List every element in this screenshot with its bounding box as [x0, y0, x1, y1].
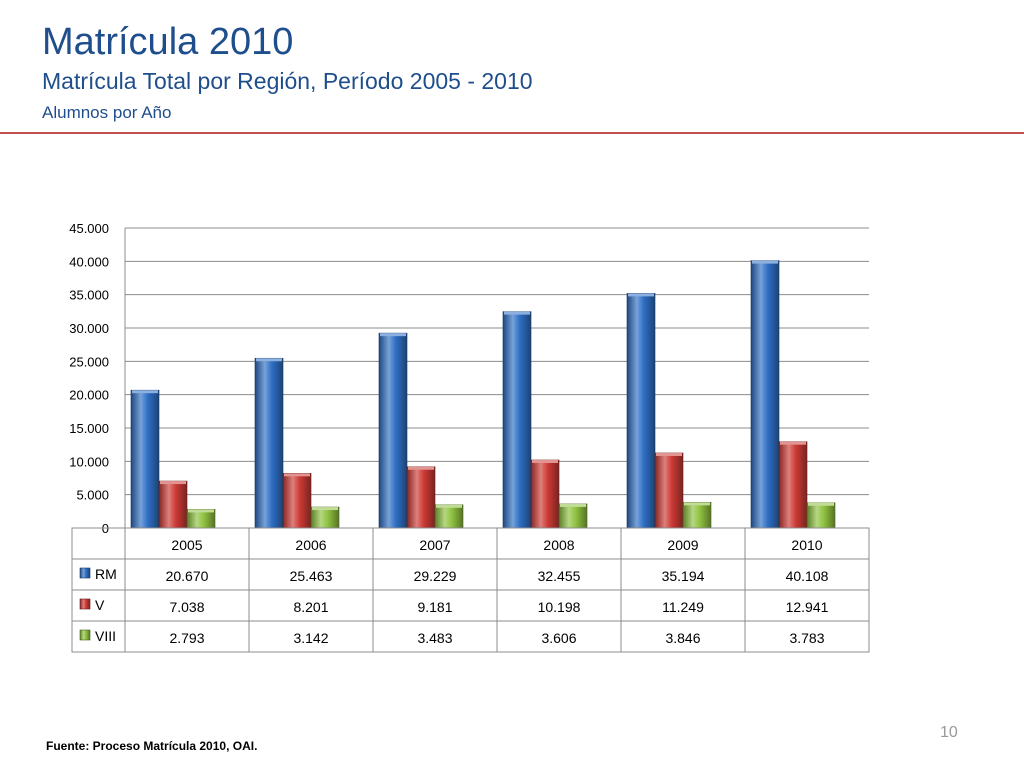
bar-cap [808, 502, 834, 506]
y-tick-label: 5.000 [76, 488, 109, 503]
x-tick-label: 2008 [543, 537, 574, 553]
bar-viii-2010 [806, 502, 836, 529]
bar-viii-2009 [682, 502, 712, 529]
bar-cap [560, 503, 586, 507]
bar-cap [284, 473, 310, 477]
bar-cap [188, 509, 214, 513]
legend-swatch-v [79, 598, 91, 610]
bar-cap [780, 441, 806, 445]
bar-v-2009 [654, 452, 684, 529]
y-tick-label: 45.000 [69, 221, 109, 236]
slide-title: Matrícula 2010 [42, 21, 294, 63]
data-label: 2.793 [169, 630, 204, 646]
data-label: 7.038 [169, 599, 204, 615]
bar-viii-2006 [310, 506, 340, 529]
bar-cap [380, 333, 406, 337]
bar-cap [532, 460, 558, 464]
bar-cap [132, 390, 158, 394]
data-label: 10.198 [538, 599, 581, 615]
data-label: 29.229 [414, 568, 457, 584]
data-label: 35.194 [662, 568, 705, 584]
y-tick-label: 20.000 [69, 388, 109, 403]
bar-v-2006 [282, 473, 312, 529]
bar-viii-2008 [558, 503, 588, 529]
bar-rm-2007 [378, 332, 408, 529]
bar-cap [656, 453, 682, 457]
data-label: 32.455 [538, 568, 581, 584]
bar-rm-2008 [502, 311, 532, 529]
bar-cap [436, 504, 462, 508]
legend-label-v: V [95, 597, 105, 613]
bar-cap [312, 507, 338, 511]
x-tick-label: 2009 [667, 537, 698, 553]
data-label: 11.249 [662, 599, 704, 615]
legend-swatch-viii [79, 629, 91, 641]
legend-label-rm: RM [95, 566, 117, 582]
legend-label-viii: VIII [95, 628, 116, 644]
bar-viii-2007 [434, 504, 464, 529]
bar-v-2005 [158, 480, 188, 529]
y-tick-label: 35.000 [69, 288, 109, 303]
bar-cap [684, 502, 710, 506]
bar-v-2008 [530, 459, 560, 529]
data-label: 25.463 [290, 568, 333, 584]
bar-v-2010 [778, 441, 808, 529]
data-label: 8.201 [293, 599, 328, 615]
data-label: 3.606 [541, 630, 576, 646]
y-tick-label: 30.000 [69, 321, 109, 336]
x-tick-label: 2010 [791, 537, 822, 553]
page-number: 10 [940, 724, 958, 741]
slide-subtitle-units: Alumnos por Año [42, 103, 172, 122]
bar-cap [628, 293, 654, 297]
bar-cap [408, 466, 434, 470]
bar-cap [256, 358, 282, 362]
title-divider [0, 132, 1024, 134]
bar-rm-2005 [130, 389, 160, 529]
y-tick-label: 40.000 [69, 254, 109, 269]
slide-subtitle: Matrícula Total por Región, Período 2005… [42, 68, 533, 94]
data-label: 40.108 [786, 568, 829, 584]
bar-rm-2006 [254, 357, 284, 529]
bar-cap [160, 481, 186, 485]
data-label: 3.846 [665, 630, 700, 646]
x-tick-label: 2007 [419, 537, 450, 553]
source-note: Fuente: Proceso Matrícula 2010, OAI. [46, 739, 258, 753]
x-tick-label: 2005 [171, 537, 202, 553]
bar-cap [752, 260, 778, 264]
x-tick-label: 2006 [295, 537, 326, 553]
legend-swatch-rm [79, 567, 91, 579]
data-label: 3.142 [293, 630, 328, 646]
bar-cap [504, 311, 530, 315]
bar-v-2007 [406, 466, 436, 529]
data-label: 3.783 [789, 630, 824, 646]
bar-rm-2010 [750, 260, 780, 529]
data-label: 3.483 [417, 630, 452, 646]
data-label: 12.941 [786, 599, 829, 615]
data-label: 9.181 [417, 599, 452, 615]
y-tick-label: 10.000 [69, 454, 109, 469]
bar-rm-2009 [626, 293, 656, 529]
y-tick-label: 15.000 [69, 421, 109, 436]
data-label: 20.670 [166, 568, 209, 584]
y-tick-label: 25.000 [69, 354, 109, 369]
